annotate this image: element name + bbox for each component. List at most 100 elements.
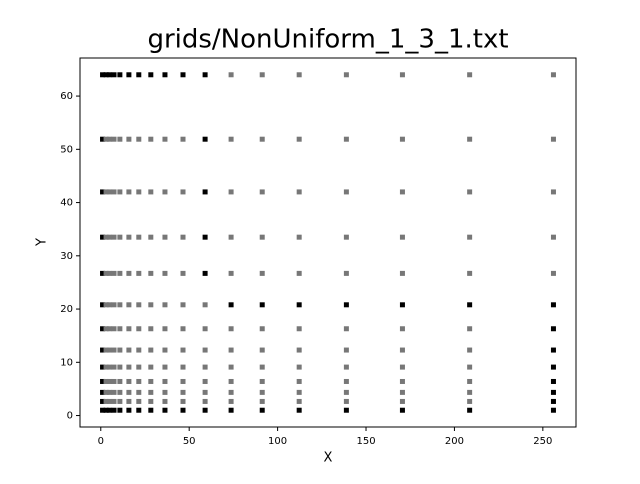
grid-point <box>148 189 154 195</box>
grid-point <box>148 234 154 240</box>
grid-point <box>467 234 473 240</box>
grid-point <box>107 72 113 78</box>
grid-point <box>399 189 405 195</box>
grid-point <box>202 364 208 370</box>
grid-point <box>100 270 106 276</box>
grid-point <box>148 389 154 395</box>
grid-point <box>296 378 302 384</box>
grid-point <box>148 326 154 332</box>
grid-point <box>162 398 168 404</box>
grid-point <box>162 364 168 370</box>
grid-point <box>259 136 265 142</box>
grid-point <box>162 270 168 276</box>
grid-point <box>467 407 473 413</box>
grid-point <box>202 270 208 276</box>
grid-point <box>399 270 405 276</box>
grid-point <box>126 270 132 276</box>
grid-point <box>467 302 473 308</box>
grid-point <box>136 407 142 413</box>
grid-point <box>100 189 106 195</box>
grid-point <box>100 398 106 404</box>
grid-point <box>259 326 265 332</box>
grid-point <box>399 389 405 395</box>
grid-point <box>126 136 132 142</box>
grid-point <box>126 389 132 395</box>
grid-point <box>343 72 349 78</box>
grid-point <box>126 378 132 384</box>
grid-point <box>228 326 234 332</box>
grid-point <box>228 234 234 240</box>
y-tick-label: 40 <box>60 198 73 209</box>
grid-point <box>228 398 234 404</box>
grid-point <box>126 347 132 353</box>
grid-point <box>296 364 302 370</box>
grid-point <box>100 389 106 395</box>
grid-point <box>467 270 473 276</box>
grid-point <box>100 72 106 78</box>
grid-point <box>111 407 117 413</box>
grid-point <box>148 270 154 276</box>
grid-point <box>117 326 123 332</box>
grid-point <box>259 347 265 353</box>
grid-point <box>162 189 168 195</box>
grid-point <box>103 389 109 395</box>
grid-point <box>100 407 106 413</box>
grid-point <box>399 326 405 332</box>
grid-point <box>228 302 234 308</box>
grid-point <box>117 407 123 413</box>
grid-point <box>148 72 154 78</box>
plot-frame <box>79 57 577 428</box>
grid-point <box>296 189 302 195</box>
grid-point <box>107 270 113 276</box>
grid-point <box>228 407 234 413</box>
grid-point <box>296 136 302 142</box>
grid-point <box>162 72 168 78</box>
grid-point <box>103 189 109 195</box>
grid-point <box>162 136 168 142</box>
grid-point <box>228 347 234 353</box>
grid-point <box>343 189 349 195</box>
grid-point <box>117 189 123 195</box>
y-tick-label: 50 <box>60 144 73 155</box>
grid-point <box>343 407 349 413</box>
grid-point <box>103 364 109 370</box>
grid-point <box>162 302 168 308</box>
grid-point <box>103 234 109 240</box>
grid-point <box>148 347 154 353</box>
grid-point <box>117 398 123 404</box>
grid-point <box>100 326 106 332</box>
grid-point <box>228 270 234 276</box>
grid-point <box>343 364 349 370</box>
grid-point <box>148 364 154 370</box>
grid-point <box>296 347 302 353</box>
grid-point <box>259 270 265 276</box>
grid-point <box>103 407 109 413</box>
grid-point <box>126 364 132 370</box>
grid-point <box>117 136 123 142</box>
grid-point <box>467 389 473 395</box>
grid-point <box>550 326 556 332</box>
grid-point <box>117 72 123 78</box>
grid-point <box>111 389 117 395</box>
x-axis-label: X <box>324 451 333 466</box>
grid-point <box>550 407 556 413</box>
grid-point <box>111 347 117 353</box>
grid-point <box>162 326 168 332</box>
grid-point <box>111 326 117 332</box>
x-tick-label: 100 <box>268 436 287 447</box>
grid-point <box>126 326 132 332</box>
grid-point <box>148 378 154 384</box>
grid-point <box>111 234 117 240</box>
grid-point <box>202 189 208 195</box>
grid-point <box>202 326 208 332</box>
grid-point <box>180 398 186 404</box>
grid-point <box>296 72 302 78</box>
grid-point <box>180 302 186 308</box>
grid-point <box>343 136 349 142</box>
grid-point <box>136 347 142 353</box>
grid-point <box>136 270 142 276</box>
grid-point <box>103 326 109 332</box>
grid-point <box>467 326 473 332</box>
grid-point <box>296 326 302 332</box>
